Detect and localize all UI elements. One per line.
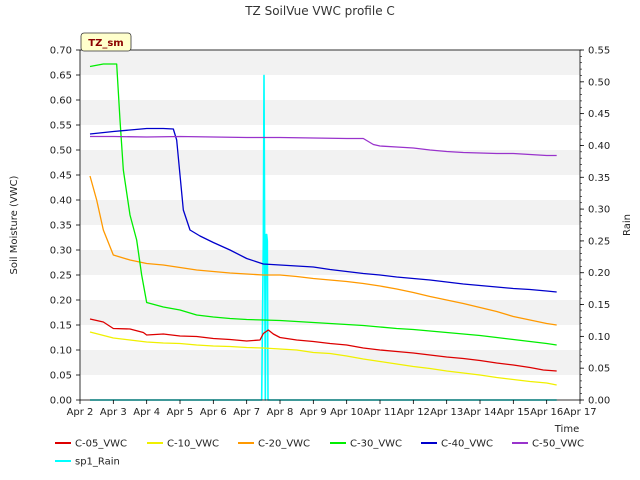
y-tick-label: 0.45 [50,171,72,182]
y-tick-label: 0.25 [50,271,72,282]
series-line-c-05-vwc [89,318,557,372]
y2-tick-label: 0.35 [588,173,610,184]
y2-tick-label: 0.55 [588,46,610,57]
series-line-c-40-vwc [89,127,557,293]
site-tag-label: TZ_sm [88,38,123,49]
x-tick-label: Apr 14 [463,407,496,418]
y-tick-label: 0.60 [50,96,72,107]
y-tick-label: 0.05 [50,371,72,382]
legend-label: C-10_VWC [167,439,219,450]
grid-band [80,250,580,275]
y2-axis-ticks: 0.00 0.05 0.10 0.15 0.20 0.25 0.30 0.35 0.40 0.45… [580,46,610,407]
y2-tick-label: 0.50 [588,77,610,88]
legend-label: C-50_VWC [532,439,584,450]
x-tick-label: Apr 13 [430,407,463,418]
x-tick-label: Apr 9 [300,407,327,418]
y2-tick-label: 0.30 [588,205,610,216]
y-tick-label: 0.10 [50,346,72,357]
x-tick-label: Apr 10 [330,407,363,418]
grid-band [80,100,580,125]
y-tick-label: 0.50 [50,146,72,157]
series-line-c-10-vwc [89,331,557,386]
y-tick-label: 0.65 [50,71,72,82]
legend-item: C-05_VWC [55,439,127,450]
x-tick-label: Apr 2 [67,407,94,418]
grid-band [80,300,580,325]
x-tick-label: Apr 4 [133,407,160,418]
legend-item: C-20_VWC [238,439,310,450]
y2-axis-label: Rain [622,214,633,236]
x-tick-label: Apr 6 [200,407,227,418]
y-axis-label: Soil Moisture (VWC) [9,175,20,274]
legend-item: C-10_VWC [147,439,219,450]
y-tick-label: 0.30 [50,246,72,257]
y2-tick-label: 0.15 [588,300,610,311]
y2-tick-label: 0.00 [588,396,610,407]
y2-tick-label: 0.05 [588,364,610,375]
x-tick-label: Apr 16 [530,407,563,418]
legend-item: sp1_Rain [55,457,120,468]
series-line-c-30-vwc [89,63,557,346]
legend-label: C-40_VWC [441,439,493,450]
x-axis-label: Time [554,424,579,435]
grid-bands [80,50,580,375]
grid-band [80,150,580,175]
legend-item: C-30_VWC [330,439,402,450]
y2-tick-label: 0.45 [588,109,610,120]
x-axis-ticks: Apr 2 Apr 3 Apr 4 Apr 5 Apr 6 Apr 7 Apr 8 Apr 9… [67,400,597,418]
legend-item: C-40_VWC [421,439,493,450]
legend-label: sp1_Rain [75,457,120,468]
y-tick-label: 0.70 [50,46,72,57]
legend-label: C-20_VWC [258,439,310,450]
legend-label: C-05_VWC [75,439,127,450]
legend-item: C-50_VWC [512,439,584,450]
y-tick-label: 0.35 [50,221,72,232]
y-axis-ticks: 0.00 0.05 0.10 0.15 0.20 0.25 0.30 0.35 0.40 0.45… [50,46,80,407]
x-tick-label: Apr 17 [563,407,596,418]
series-line-c-20-vwc [89,175,557,326]
grid-band [80,200,580,225]
y-tick-label: 0.00 [50,396,72,407]
x-tick-label: Apr 15 [497,407,530,418]
grid-band [80,50,580,75]
y-tick-label: 0.20 [50,296,72,307]
y-tick-label: 0.15 [50,321,72,332]
x-tick-label: Apr 12 [397,407,430,418]
series-line-c-50-vwc [90,135,557,157]
y2-tick-label: 0.10 [588,332,610,343]
y-tick-label: 0.40 [50,196,72,207]
series-layer [89,63,557,401]
x-tick-label: Apr 8 [267,407,294,418]
x-tick-label: Apr 5 [167,407,194,418]
y2-tick-label: 0.40 [588,141,610,152]
y2-tick-label: 0.25 [588,236,610,247]
site-tag: TZ_sm [80,32,132,52]
x-tick-label: Apr 11 [363,407,396,418]
y-tick-label: 0.55 [50,121,72,132]
x-tick-label: Apr 3 [100,407,127,418]
chart-title: TZ SoilVue VWC profile C [244,4,395,18]
x-tick-label: Apr 7 [233,407,260,418]
legend: C-05_VWC C-10_VWC C-20_VWC C-30_VWC C-40_VWC… [55,439,584,468]
legend-label: C-30_VWC [350,439,402,450]
y2-tick-label: 0.20 [588,268,610,279]
